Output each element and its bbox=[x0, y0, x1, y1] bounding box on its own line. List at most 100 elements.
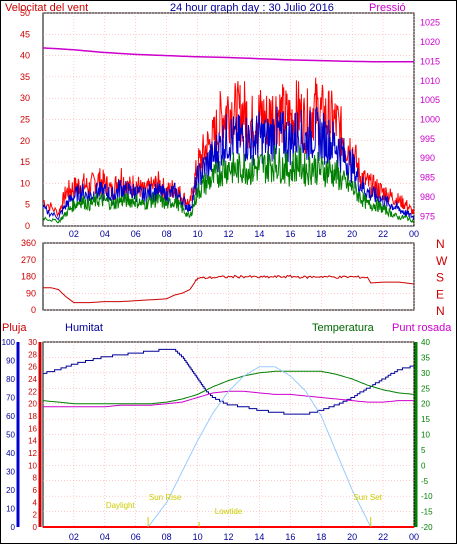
y-tick-label-right: 975 bbox=[420, 211, 435, 221]
x-tick-label: 18 bbox=[316, 532, 326, 542]
humidity-tick-label: 10 bbox=[6, 505, 15, 514]
event-annotation: Daylight bbox=[106, 501, 136, 510]
x-tick-label: 00 bbox=[409, 532, 419, 542]
x-tick-label: 20 bbox=[347, 532, 357, 542]
event-annotation: Lowtide bbox=[215, 507, 243, 516]
rain-tick-label: 14 bbox=[28, 437, 37, 446]
y-tick-label-left: 25 bbox=[20, 115, 30, 125]
y-tick-label-right: 980 bbox=[420, 192, 435, 202]
rain-tick-label: 12 bbox=[28, 449, 37, 458]
y-tick-label-right: 1010 bbox=[420, 76, 440, 86]
y-tick-label-left: 30 bbox=[20, 93, 30, 103]
humidity-tick-label: 100 bbox=[2, 338, 16, 347]
x-tick-label: 14 bbox=[254, 532, 264, 542]
temp-tick-label: 0 bbox=[421, 461, 426, 470]
humidity-tick-label: 70 bbox=[6, 394, 15, 403]
x-tick-label: 20 bbox=[347, 229, 357, 239]
y-tick-label: 270 bbox=[21, 255, 36, 265]
temp-humidity-panel: 0102030405060708090100024681012141618202… bbox=[2, 338, 433, 542]
series-line-1 bbox=[42, 106, 415, 221]
humidity-tick-label: 40 bbox=[6, 449, 15, 458]
rain-tick-label: 24 bbox=[28, 375, 37, 384]
chart-title: 24 hour graph day : 30 Julio 2016 bbox=[170, 2, 334, 14]
y-tick-label: 180 bbox=[21, 272, 36, 282]
compass-label: N bbox=[436, 304, 445, 318]
x-tick-label: 16 bbox=[285, 532, 295, 542]
rain-tick-label: 20 bbox=[28, 400, 37, 409]
y-tick-label-right: 1025 bbox=[420, 18, 440, 28]
rain-tick-label: 30 bbox=[28, 338, 37, 347]
y-tick-label: 0 bbox=[31, 305, 36, 315]
x-tick-label: 08 bbox=[162, 229, 172, 239]
temp-tick-label: -10 bbox=[421, 492, 433, 501]
rain-tick-label: 0 bbox=[33, 523, 38, 532]
x-tick-label: 16 bbox=[285, 229, 295, 239]
temp-tick-label: 25 bbox=[421, 384, 430, 393]
y-tick-label-right: 1000 bbox=[420, 115, 440, 125]
wind-pressure-panel: 0510152025303540455097598098599099510001… bbox=[20, 8, 440, 239]
x-tick-label: 10 bbox=[193, 229, 203, 239]
series-line-3 bbox=[147, 366, 372, 528]
rain-tick-label: 28 bbox=[28, 350, 37, 359]
x-tick-label: 22 bbox=[378, 229, 388, 239]
compass-label: E bbox=[436, 287, 444, 301]
compass-label: N bbox=[436, 237, 445, 251]
x-tick-label: 12 bbox=[223, 532, 233, 542]
y-tick-label-right: 985 bbox=[420, 173, 435, 183]
humidity-tick-label: 50 bbox=[6, 431, 15, 440]
x-tick-label: 08 bbox=[162, 532, 172, 542]
rain-tick-label: 8 bbox=[33, 474, 38, 483]
x-tick-label: 02 bbox=[69, 229, 79, 239]
rain-tick-label: 6 bbox=[33, 486, 38, 495]
temp-tick-label: 35 bbox=[421, 353, 430, 362]
temp-tick-label: 40 bbox=[421, 338, 430, 347]
x-tick-label: 12 bbox=[223, 229, 233, 239]
humidity-tick-label: 20 bbox=[6, 486, 15, 495]
x-tick-label: 02 bbox=[69, 532, 79, 542]
series-line-1 bbox=[42, 370, 415, 405]
x-tick-label: 04 bbox=[100, 532, 110, 542]
y-tick-label-left: 50 bbox=[20, 8, 30, 18]
temp-tick-label: 20 bbox=[421, 400, 430, 409]
event-annotation: Sun Rise bbox=[149, 493, 182, 502]
humidity-tick-label: 80 bbox=[6, 375, 15, 384]
x-tick-label: 14 bbox=[254, 229, 264, 239]
y-tick-label-right: 995 bbox=[420, 134, 435, 144]
rain-tick-label: 16 bbox=[28, 424, 37, 433]
y-tick-label-right: 1020 bbox=[420, 37, 440, 47]
y-tick-label-left: 40 bbox=[20, 51, 30, 61]
rain-tick-label: 26 bbox=[28, 363, 37, 372]
rain-tick-label: 22 bbox=[28, 387, 37, 396]
temp-tick-label: 5 bbox=[421, 446, 426, 455]
humidity-tick-label: 60 bbox=[6, 412, 15, 421]
temp-tick-label: -5 bbox=[421, 477, 429, 486]
rain-tick-label: 18 bbox=[28, 412, 37, 421]
y-tick-label-right: 990 bbox=[420, 153, 435, 163]
y-tick-label: 90 bbox=[26, 288, 36, 298]
wind-speed-label: Velocitat del vent bbox=[5, 2, 88, 14]
rain-tick-label: 4 bbox=[33, 498, 38, 507]
rain-label: Pluja bbox=[2, 322, 27, 334]
y-tick-label-right: 1015 bbox=[420, 56, 440, 66]
temp-tick-label: 10 bbox=[421, 431, 430, 440]
compass-label: W bbox=[436, 254, 448, 268]
temp-tick-label: -15 bbox=[421, 508, 433, 517]
humidity-tick-label: 30 bbox=[6, 468, 15, 477]
y-tick-label-left: 35 bbox=[20, 72, 30, 82]
y-tick-label-left: 0 bbox=[25, 221, 30, 231]
y-tick-label-left: 45 bbox=[20, 29, 30, 39]
y-tick-label-left: 10 bbox=[20, 178, 30, 188]
temp-tick-label: 15 bbox=[421, 415, 430, 424]
event-annotation: Sun Set bbox=[353, 493, 382, 502]
x-tick-label: 22 bbox=[378, 532, 388, 542]
y-tick-label-left: 20 bbox=[20, 136, 30, 146]
temp-tick-label: -20 bbox=[421, 523, 433, 532]
y-tick-label: 360 bbox=[21, 238, 36, 248]
y-tick-label-left: 15 bbox=[20, 157, 30, 167]
x-tick-label: 06 bbox=[131, 229, 141, 239]
humidity-label: Humitat bbox=[65, 322, 103, 334]
x-tick-label: 10 bbox=[193, 532, 203, 542]
pressure-label: Pressió bbox=[369, 2, 406, 14]
